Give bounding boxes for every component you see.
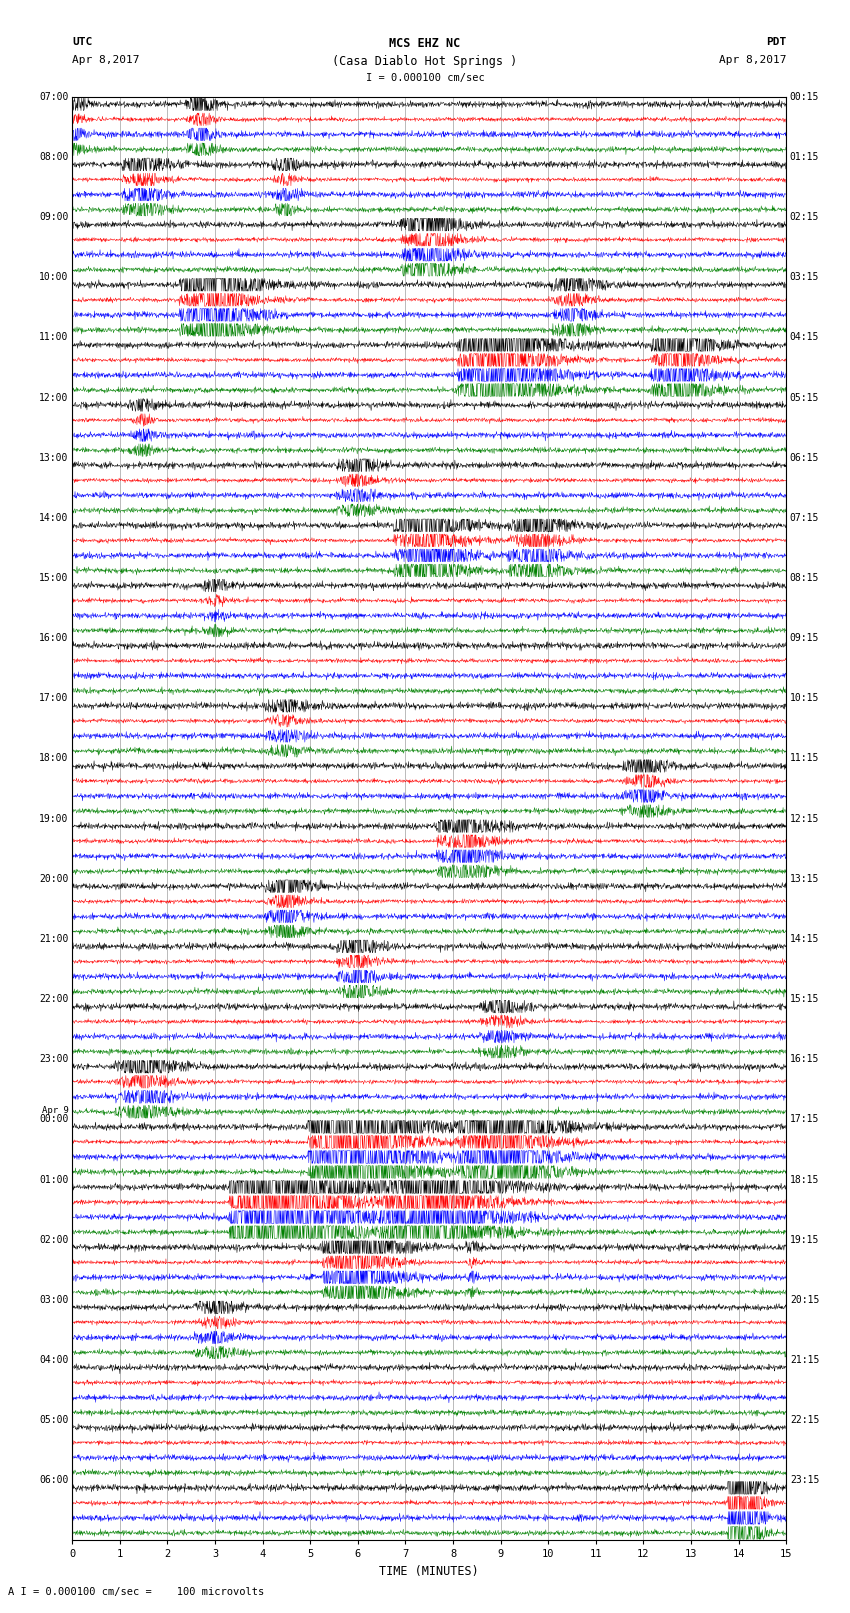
Text: 11:00: 11:00	[39, 332, 69, 342]
Text: 09:15: 09:15	[790, 634, 819, 644]
Text: 05:15: 05:15	[790, 392, 819, 403]
Text: 08:15: 08:15	[790, 573, 819, 582]
Text: MCS EHZ NC: MCS EHZ NC	[389, 37, 461, 50]
Text: 12:15: 12:15	[790, 813, 819, 824]
Text: 07:00: 07:00	[39, 92, 69, 102]
Text: 18:15: 18:15	[790, 1174, 819, 1184]
Text: 11:15: 11:15	[790, 753, 819, 763]
Text: 23:15: 23:15	[790, 1476, 819, 1486]
Text: 06:00: 06:00	[39, 1476, 69, 1486]
Text: 20:15: 20:15	[790, 1295, 819, 1305]
Text: 00:00: 00:00	[39, 1115, 69, 1124]
Text: 05:00: 05:00	[39, 1415, 69, 1426]
Text: 16:00: 16:00	[39, 634, 69, 644]
Text: 20:00: 20:00	[39, 874, 69, 884]
Text: Apr 9: Apr 9	[42, 1107, 69, 1115]
Text: 10:15: 10:15	[790, 694, 819, 703]
Text: 04:15: 04:15	[790, 332, 819, 342]
Text: 15:00: 15:00	[39, 573, 69, 582]
Text: 15:15: 15:15	[790, 994, 819, 1003]
Text: (Casa Diablo Hot Springs ): (Casa Diablo Hot Springs )	[332, 55, 518, 68]
Text: 02:00: 02:00	[39, 1234, 69, 1245]
Text: 08:00: 08:00	[39, 152, 69, 161]
Text: 22:15: 22:15	[790, 1415, 819, 1426]
Text: 18:00: 18:00	[39, 753, 69, 763]
Text: 21:15: 21:15	[790, 1355, 819, 1365]
Text: 01:00: 01:00	[39, 1174, 69, 1184]
Text: 00:15: 00:15	[790, 92, 819, 102]
Text: 14:00: 14:00	[39, 513, 69, 523]
Text: 14:15: 14:15	[790, 934, 819, 944]
Text: 22:00: 22:00	[39, 994, 69, 1003]
Text: I = 0.000100 cm/sec: I = 0.000100 cm/sec	[366, 73, 484, 82]
Text: 04:00: 04:00	[39, 1355, 69, 1365]
Text: 09:00: 09:00	[39, 211, 69, 223]
Text: Apr 8,2017: Apr 8,2017	[719, 55, 786, 65]
Text: 07:15: 07:15	[790, 513, 819, 523]
Text: UTC: UTC	[72, 37, 93, 47]
Text: 12:00: 12:00	[39, 392, 69, 403]
Text: PDT: PDT	[766, 37, 786, 47]
Text: 03:15: 03:15	[790, 273, 819, 282]
Text: 19:15: 19:15	[790, 1234, 819, 1245]
Text: 13:00: 13:00	[39, 453, 69, 463]
Text: 21:00: 21:00	[39, 934, 69, 944]
Text: 06:15: 06:15	[790, 453, 819, 463]
Text: 23:00: 23:00	[39, 1055, 69, 1065]
X-axis label: TIME (MINUTES): TIME (MINUTES)	[379, 1565, 479, 1578]
Text: 13:15: 13:15	[790, 874, 819, 884]
Text: 02:15: 02:15	[790, 211, 819, 223]
Text: 19:00: 19:00	[39, 813, 69, 824]
Text: 01:15: 01:15	[790, 152, 819, 161]
Text: 10:00: 10:00	[39, 273, 69, 282]
Text: 16:15: 16:15	[790, 1055, 819, 1065]
Text: 17:15: 17:15	[790, 1115, 819, 1124]
Text: A I = 0.000100 cm/sec =    100 microvolts: A I = 0.000100 cm/sec = 100 microvolts	[8, 1587, 264, 1597]
Text: 03:00: 03:00	[39, 1295, 69, 1305]
Text: Apr 8,2017: Apr 8,2017	[72, 55, 139, 65]
Text: 17:00: 17:00	[39, 694, 69, 703]
